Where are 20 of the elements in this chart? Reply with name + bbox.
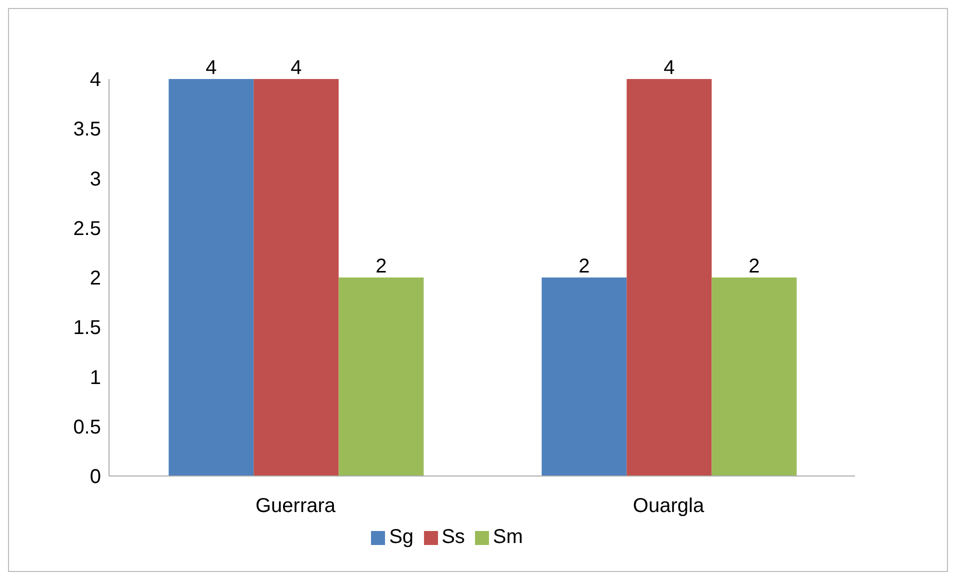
y-tick-label: 2.5 bbox=[73, 218, 101, 240]
y-tick-label: 1 bbox=[90, 366, 101, 389]
legend-label: Ss bbox=[442, 526, 465, 548]
x-tick-label: Ouargla bbox=[632, 495, 705, 518]
data-label: 2 bbox=[578, 256, 590, 278]
y-tick-label: 1.5 bbox=[73, 317, 101, 340]
data-label: 2 bbox=[376, 256, 387, 278]
data-label: 4 bbox=[206, 57, 217, 79]
y-tick-label: 3.5 bbox=[73, 118, 101, 141]
legend-label: Sm bbox=[492, 526, 523, 548]
y-tick-label: 2 bbox=[90, 268, 101, 290]
y-tick-label: 0.5 bbox=[73, 416, 101, 438]
legend-label: Sg bbox=[389, 526, 414, 548]
y-tick-label: 3 bbox=[90, 168, 101, 190]
x-tick-label: Guerrara bbox=[255, 495, 336, 518]
data-label: 2 bbox=[748, 256, 760, 278]
y-tick-label: 0 bbox=[90, 466, 101, 488]
y-tick-label: 4 bbox=[90, 69, 101, 92]
data-label: 4 bbox=[664, 57, 675, 79]
data-label: 4 bbox=[290, 57, 302, 79]
